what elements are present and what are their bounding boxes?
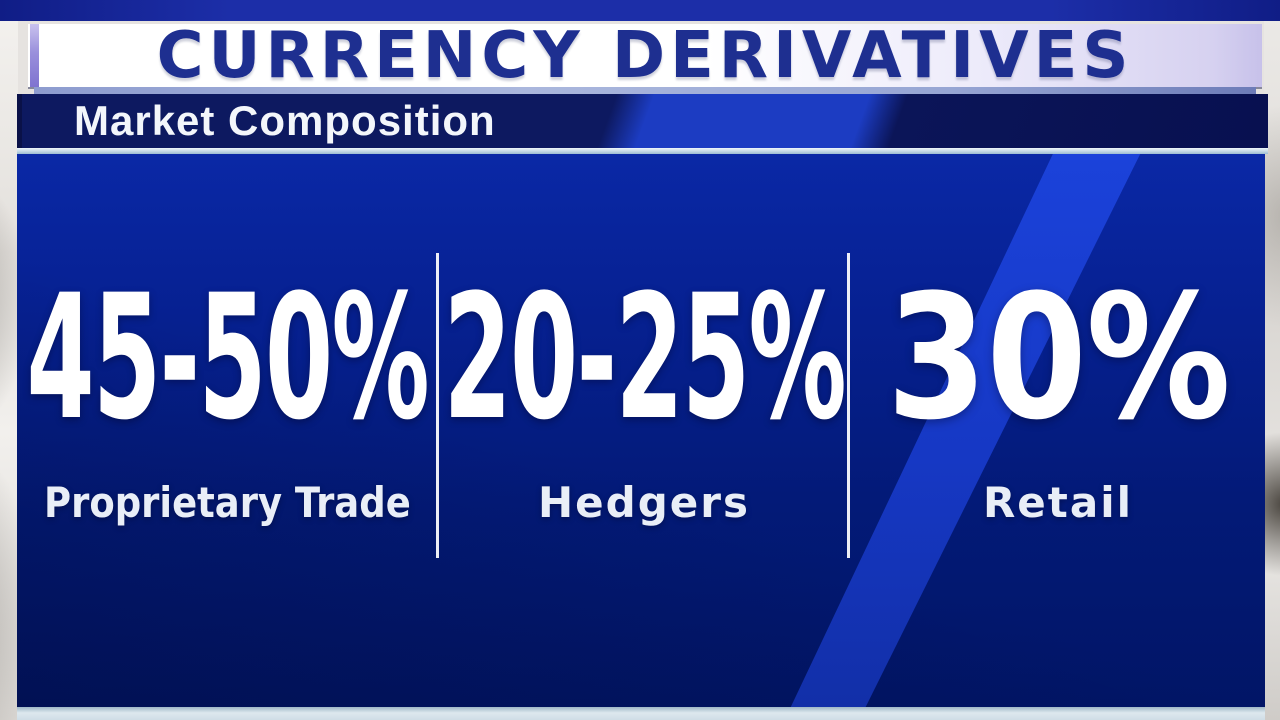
segment-column-proprietary-trade: 45-50% Proprietary Trade — [17, 154, 437, 707]
content-panel: 45-50% Proprietary Trade 20-25% Hedgers … — [17, 154, 1265, 707]
column-divider-line — [847, 253, 850, 558]
header-divider-line — [17, 148, 1268, 154]
segment-value: 45-50% — [26, 257, 429, 458]
segment-value: 30% — [886, 257, 1230, 458]
segment-column-hedgers: 20-25% Hedgers — [440, 154, 848, 707]
segment-label: Hedgers — [538, 478, 750, 527]
segment-label: Proprietary Trade — [43, 478, 411, 527]
segment-label: Retail — [982, 478, 1134, 527]
page-title: CURRENCY DERIVATIVES — [156, 19, 1134, 93]
bottom-edge-bar — [17, 707, 1265, 720]
top-edge-bar — [0, 0, 1280, 21]
subtitle-bar: Market Composition — [17, 94, 1268, 148]
segment-columns: 45-50% Proprietary Trade 20-25% Hedgers … — [17, 154, 1265, 707]
title-banner: CURRENCY DERIVATIVES — [28, 19, 1262, 93]
segment-value: 20-25% — [443, 257, 846, 458]
title-accent-stripe — [30, 24, 39, 87]
segment-column-retail: 30% Retail — [851, 154, 1265, 707]
title-banner-bevel — [34, 87, 1256, 94]
studio-background-right — [1264, 0, 1280, 720]
studio-background-left — [0, 0, 18, 720]
column-divider-line — [436, 253, 439, 558]
subtitle: Market Composition — [74, 97, 496, 144]
